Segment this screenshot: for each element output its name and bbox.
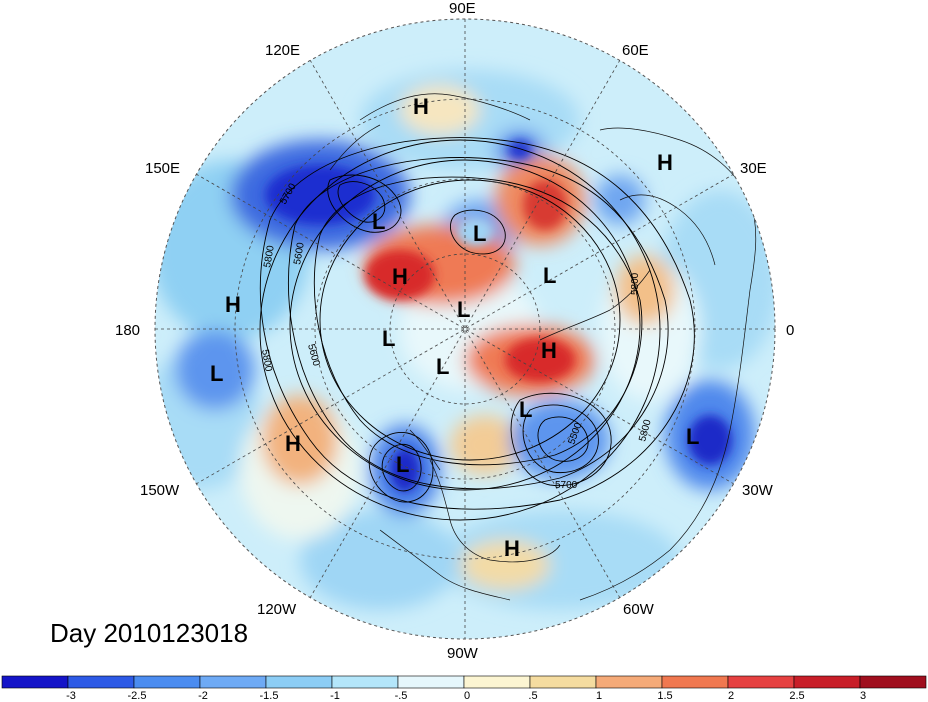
contour-label: 5600 <box>292 241 307 265</box>
lon-label-90w: 90W <box>447 645 479 662</box>
lon-label-150e: 150E <box>145 160 180 177</box>
low-pressure-marker: L <box>372 209 385 234</box>
colorbar-swatch <box>463 675 531 689</box>
low-pressure-marker: L <box>519 397 532 422</box>
lon-label-90e: 90E <box>449 0 476 17</box>
colorbar-swatch <box>793 675 861 689</box>
high-pressure-marker: H <box>392 264 408 289</box>
high-pressure-marker: H <box>285 431 301 456</box>
map-boundary <box>154 18 776 640</box>
high-pressure-marker: H <box>413 94 429 119</box>
lon-label-150w: 150W <box>140 482 180 499</box>
colorbar-ticks: -3 -2.5 -2 -1.5 -1 -.5 0 .5 1 1.5 2 2.5 … <box>66 690 866 702</box>
low-pressure-marker: L <box>473 221 486 246</box>
colorbar-tick: -1.5 <box>260 690 279 702</box>
contour-labels: 5700 5600 5800 5800 5600 5800 5800 5500 … <box>259 181 654 491</box>
colorbar-swatch <box>265 675 333 689</box>
colorbar-tick: 3 <box>860 690 866 702</box>
colorbar-boxes <box>1 675 927 689</box>
lon-label-30e: 30E <box>740 160 767 177</box>
colorbar-swatch <box>331 675 399 689</box>
high-pressure-marker: H <box>225 292 241 317</box>
map-disk <box>155 19 775 639</box>
colorbar: -3 -2.5 -2 -1.5 -1 -.5 0 .5 1 1.5 2 2.5 … <box>1 675 927 702</box>
low-pressure-marker: L <box>457 297 470 322</box>
colorbar-tick: -3 <box>66 690 76 702</box>
low-pressure-marker: L <box>396 452 409 477</box>
colorbar-swatch <box>529 675 597 689</box>
colorbar-swatch <box>67 675 135 689</box>
lon-label-30w: 30W <box>742 482 774 499</box>
lon-label-120e: 120E <box>265 42 300 59</box>
contour-label: 5800 <box>630 272 641 295</box>
graticule <box>155 19 775 639</box>
high-pressure-marker: H <box>657 150 673 175</box>
colorbar-tick: -.5 <box>395 690 408 702</box>
contour-label: 5700 <box>555 480 578 491</box>
colorbar-tick: 2 <box>728 690 734 702</box>
low-pressure-marker: L <box>686 424 699 449</box>
day-timestamp-label: Day 2010123018 <box>50 618 249 648</box>
colorbar-tick: 1 <box>596 690 602 702</box>
colorbar-tick: -2 <box>198 690 208 702</box>
colorbar-swatch <box>199 675 267 689</box>
low-pressure-marker: L <box>382 326 395 351</box>
high-pressure-marker: H <box>541 338 557 363</box>
colorbar-tick: -2.5 <box>128 690 147 702</box>
lon-label-180: 180 <box>115 322 140 339</box>
lon-label-60e: 60E <box>622 42 649 59</box>
colorbar-swatch <box>133 675 201 689</box>
lon-label-120w: 120W <box>257 601 297 618</box>
lon-label-60w: 60W <box>623 601 655 618</box>
pressure-system-labels: H H H H H H H L L L L L L L L L L L <box>210 94 699 561</box>
low-pressure-marker: L <box>543 263 556 288</box>
low-pressure-marker: L <box>210 361 223 386</box>
high-pressure-marker: H <box>504 536 520 561</box>
longitude-labels: 90E 60E 30E 0 30W 60W 90W 120W 150W 180 … <box>115 0 794 662</box>
colorbar-tick: 0 <box>464 690 470 702</box>
contour-label: 5800 <box>259 349 274 373</box>
colorbar-tick: 1.5 <box>657 690 672 702</box>
lon-label-0: 0 <box>786 322 794 339</box>
colorbar-swatch <box>397 675 465 689</box>
colorbar-swatch <box>727 675 795 689</box>
colorbar-tick: 2.5 <box>789 690 804 702</box>
colorbar-swatch <box>595 675 663 689</box>
geopotential-contours <box>259 137 695 521</box>
colorbar-swatch <box>661 675 729 689</box>
colorbar-swatch <box>859 675 927 689</box>
low-pressure-marker: L <box>436 354 449 379</box>
contour-label: 5800 <box>262 244 277 268</box>
colorbar-tick: .5 <box>528 690 537 702</box>
colorbar-swatch <box>1 675 69 689</box>
colorbar-tick: -1 <box>330 690 340 702</box>
